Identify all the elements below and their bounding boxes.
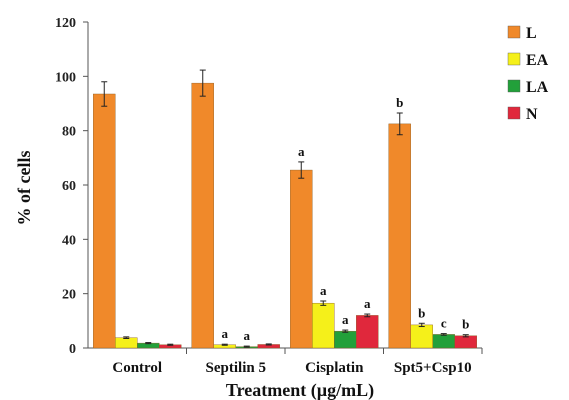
y-tick-label: 120 xyxy=(55,16,76,31)
data-label: a xyxy=(364,296,371,311)
bar-n-3 xyxy=(454,335,477,349)
x-tick-label: Septilin 5 xyxy=(206,360,266,376)
y-tick-label: 40 xyxy=(62,233,76,248)
y-tick-label: 0 xyxy=(69,342,76,357)
data-label: a xyxy=(298,144,305,159)
bar-ea-3 xyxy=(410,324,433,349)
bar-la-3 xyxy=(432,334,455,349)
y-tick-label: 60 xyxy=(62,179,76,194)
bar-l-0 xyxy=(93,93,116,349)
legend-swatch-n xyxy=(507,106,521,120)
data-label: b xyxy=(396,95,403,110)
bar-la-2 xyxy=(334,330,357,349)
x-axis-label: Treatment (µg/mL) xyxy=(226,380,374,400)
bar-l-2 xyxy=(290,169,313,349)
legend-label-ea: EA xyxy=(526,52,549,69)
data-label: a xyxy=(342,312,349,327)
bars-layer xyxy=(93,69,477,349)
legend-swatch-l xyxy=(507,25,521,39)
y-axis-label: % of cells xyxy=(14,151,34,226)
y-tick-label: 80 xyxy=(62,125,76,140)
x-tick-label: Control xyxy=(112,360,162,376)
x-tick-label: Spt5+Csp10 xyxy=(394,360,472,376)
legend-swatch-ea xyxy=(507,52,521,66)
legend: L EA LA N xyxy=(507,25,549,123)
y-tick-label: 100 xyxy=(55,70,76,85)
data-label: a xyxy=(244,328,251,343)
bar-l-1 xyxy=(191,82,214,349)
legend-label-l: L xyxy=(526,25,537,42)
data-label: b xyxy=(462,317,469,332)
data-label: c xyxy=(441,316,447,331)
legend-swatch-la xyxy=(507,79,521,93)
bar-ea-2 xyxy=(312,302,335,349)
data-label: b xyxy=(418,305,425,320)
x-tick-label: Cisplatin xyxy=(305,360,364,376)
bar-l-3 xyxy=(388,123,411,349)
data-label: a xyxy=(320,283,327,298)
bar-ea-0 xyxy=(115,337,138,349)
legend-label-n: N xyxy=(526,106,538,123)
data-label: a xyxy=(222,326,229,341)
axes-layer: 0 20 40 60 80 100 120 Control Septilin 5 Cisplati… xyxy=(55,16,483,376)
bar-n-2 xyxy=(356,315,379,349)
y-tick-label: 20 xyxy=(62,288,76,303)
legend-label-la: LA xyxy=(526,79,549,96)
